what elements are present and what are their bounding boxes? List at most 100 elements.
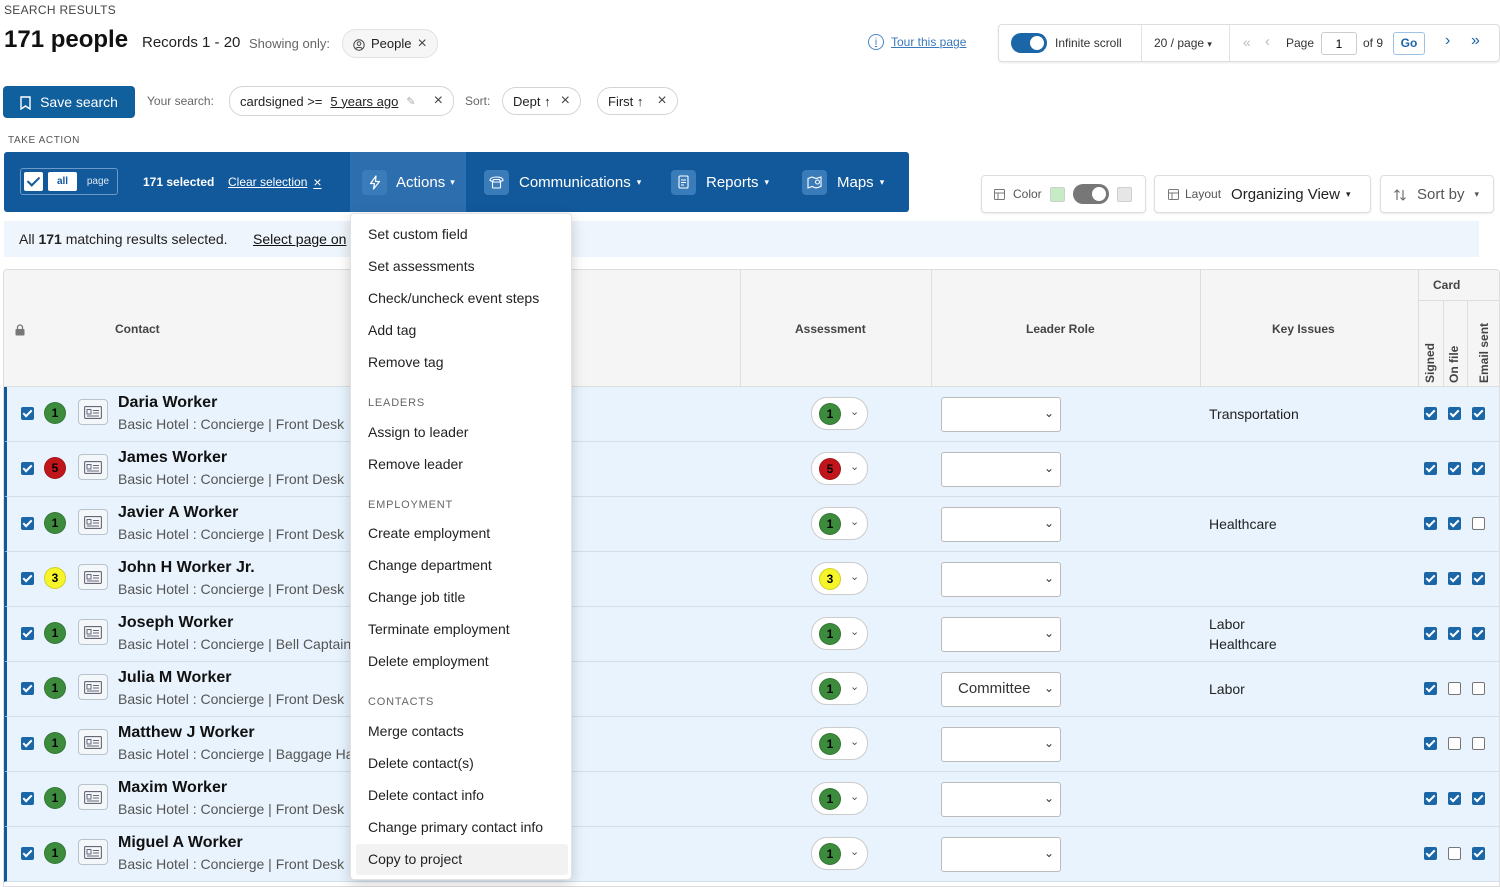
contact-card-icon[interactable] bbox=[78, 619, 108, 645]
contact-card-icon[interactable] bbox=[78, 509, 108, 535]
leader-role-select[interactable]: ⌄ bbox=[941, 782, 1061, 817]
menu-item-terminate-employment[interactable]: Terminate employment bbox=[368, 621, 510, 637]
remove-filter-icon[interactable]: × bbox=[417, 34, 427, 52]
table-row[interactable]: 1 Julia M Worker Basic Hotel : Concierge |… bbox=[4, 662, 1499, 717]
assessment-select[interactable]: 3 ⌄ bbox=[811, 562, 868, 595]
card-email-sent-checkbox[interactable] bbox=[1472, 572, 1485, 585]
card-signed-checkbox[interactable] bbox=[1424, 847, 1437, 860]
infinite-scroll-toggle[interactable] bbox=[1011, 33, 1047, 53]
card-signed-checkbox[interactable] bbox=[1424, 572, 1437, 585]
menu-item-set-assessments[interactable]: Set assessments bbox=[368, 258, 475, 274]
table-row[interactable]: 1 Joseph Worker Basic Hotel : Concierge | … bbox=[4, 607, 1499, 662]
card-email-sent-checkbox[interactable] bbox=[1472, 792, 1485, 805]
row-select-checkbox[interactable] bbox=[21, 847, 34, 860]
menu-item-assign-leader[interactable]: Assign to leader bbox=[368, 424, 469, 440]
row-select-checkbox[interactable] bbox=[21, 517, 34, 530]
row-select-checkbox[interactable] bbox=[21, 462, 34, 475]
contact-header[interactable]: Contact bbox=[115, 322, 160, 336]
table-row[interactable]: 3 John H Worker Jr. Basic Hotel : Concierg… bbox=[4, 552, 1499, 607]
table-row[interactable]: 1 Maxim Worker Basic Hotel : Concierge | F… bbox=[4, 772, 1499, 827]
card-email-sent-checkbox[interactable] bbox=[1472, 847, 1485, 860]
table-row[interactable]: 5 James Worker Basic Hotel : Concierge | F… bbox=[4, 442, 1499, 497]
scope-all-toggle[interactable]: all bbox=[48, 172, 77, 191]
contact-name[interactable]: Maxim Worker bbox=[118, 779, 228, 796]
tour-page-link[interactable]: i Tour this page bbox=[868, 34, 966, 50]
menu-item-change-primary-contact[interactable]: Change primary contact info bbox=[368, 819, 544, 835]
menu-item-merge-contacts[interactable]: Merge contacts bbox=[368, 723, 464, 739]
leader-role-select[interactable]: ⌄ bbox=[941, 617, 1061, 652]
table-row[interactable]: 1 Miguel A Worker Basic Hotel : Concierge … bbox=[4, 827, 1499, 882]
row-select-checkbox[interactable] bbox=[21, 737, 34, 750]
assessment-select[interactable]: 5 ⌄ bbox=[811, 452, 868, 485]
table-row[interactable]: 1 Matthew J Worker Basic Hotel : Concierge… bbox=[4, 717, 1499, 772]
signed-header[interactable]: Signed bbox=[1423, 342, 1437, 383]
card-signed-checkbox[interactable] bbox=[1424, 517, 1437, 530]
row-select-checkbox[interactable] bbox=[21, 407, 34, 420]
last-page-icon[interactable]: » bbox=[1471, 32, 1480, 49]
contact-name[interactable]: Julia M Worker bbox=[118, 669, 232, 686]
card-signed-checkbox[interactable] bbox=[1424, 737, 1437, 750]
leader-role-select[interactable]: ⌄ bbox=[941, 452, 1061, 487]
search-criteria-chip[interactable]: cardsigned >= 5 years ago ✎ × bbox=[229, 86, 454, 116]
criteria-value[interactable]: 5 years ago bbox=[330, 93, 399, 109]
layout-select[interactable]: Layout Organizing View ▾ bbox=[1154, 175, 1371, 213]
remove-sort-icon[interactable]: × bbox=[657, 92, 667, 109]
key-issues-header[interactable]: Key Issues bbox=[1272, 322, 1335, 336]
reports-menu[interactable]: Reports ▾ bbox=[671, 152, 769, 212]
card-on-file-checkbox[interactable] bbox=[1448, 847, 1461, 860]
assessment-select[interactable]: 1 ⌄ bbox=[811, 727, 868, 760]
assessment-select[interactable]: 1 ⌄ bbox=[811, 672, 868, 705]
contact-card-icon[interactable] bbox=[78, 784, 108, 810]
contact-name[interactable]: Miguel A Worker bbox=[118, 834, 243, 851]
menu-item-remove-tag[interactable]: Remove tag bbox=[368, 354, 444, 370]
scope-page-toggle[interactable]: page bbox=[86, 176, 110, 187]
leader-role-select[interactable]: Committee ⌄ bbox=[941, 672, 1061, 707]
menu-item-add-tag[interactable]: Add tag bbox=[368, 322, 417, 338]
menu-item-change-job-title[interactable]: Change job title bbox=[368, 589, 466, 605]
card-email-sent-checkbox[interactable] bbox=[1472, 407, 1485, 420]
people-filter-chip[interactable]: People × bbox=[342, 29, 438, 58]
menu-item-set-custom-field[interactable]: Set custom field bbox=[368, 226, 468, 242]
menu-item-delete-employment[interactable]: Delete employment bbox=[368, 653, 489, 669]
card-on-file-checkbox[interactable] bbox=[1448, 572, 1461, 585]
card-signed-checkbox[interactable] bbox=[1424, 462, 1437, 475]
contact-name[interactable]: Daria Worker bbox=[118, 394, 218, 411]
assessment-select[interactable]: 1 ⌄ bbox=[811, 837, 868, 870]
contact-card-icon[interactable] bbox=[78, 729, 108, 755]
select-page-only-link[interactable]: Select page on bbox=[253, 231, 347, 247]
sort-chip-first[interactable]: First ↑ × bbox=[597, 87, 678, 115]
card-email-sent-checkbox[interactable] bbox=[1472, 627, 1485, 640]
next-page-icon[interactable]: › bbox=[1445, 32, 1451, 49]
contact-name[interactable]: Javier A Worker bbox=[118, 504, 239, 521]
contact-name[interactable]: John H Worker Jr. bbox=[118, 559, 255, 576]
save-search-button[interactable]: Save search bbox=[3, 86, 135, 118]
contact-card-icon[interactable] bbox=[78, 674, 108, 700]
sort-by-select[interactable]: Sort by ▾ bbox=[1380, 175, 1494, 213]
card-signed-checkbox[interactable] bbox=[1424, 792, 1437, 805]
remove-criteria-icon[interactable]: × bbox=[433, 92, 443, 109]
leader-role-select[interactable]: ⌄ bbox=[941, 397, 1061, 432]
menu-item-copy-to-project[interactable]: Copy to project bbox=[368, 851, 463, 867]
menu-item-change-department[interactable]: Change department bbox=[368, 557, 492, 573]
communications-menu[interactable]: Communications ▾ bbox=[484, 152, 641, 212]
maps-menu[interactable]: Maps ▾ bbox=[802, 152, 884, 212]
page-number-input[interactable] bbox=[1321, 32, 1357, 55]
card-email-sent-checkbox[interactable] bbox=[1472, 737, 1485, 750]
row-select-checkbox[interactable] bbox=[21, 572, 34, 585]
assessment-select[interactable]: 1 ⌄ bbox=[811, 617, 868, 650]
contact-card-icon[interactable] bbox=[78, 839, 108, 865]
color-toggle[interactable] bbox=[1072, 184, 1109, 204]
assessment-header[interactable]: Assessment bbox=[795, 322, 866, 336]
remove-sort-icon[interactable]: × bbox=[560, 92, 570, 109]
actions-menu[interactable]: Actions ▾ bbox=[350, 152, 466, 212]
contact-card-icon[interactable] bbox=[78, 564, 108, 590]
email-sent-header[interactable]: Email sent bbox=[1477, 322, 1491, 383]
pencil-icon[interactable]: ✎ bbox=[406, 95, 416, 108]
card-signed-checkbox[interactable] bbox=[1424, 682, 1437, 695]
card-on-file-checkbox[interactable] bbox=[1448, 407, 1461, 420]
leader-role-select[interactable]: ⌄ bbox=[941, 562, 1061, 597]
contact-card-icon[interactable] bbox=[78, 454, 108, 480]
menu-item-remove-leader[interactable]: Remove leader bbox=[368, 456, 463, 472]
card-on-file-checkbox[interactable] bbox=[1448, 462, 1461, 475]
per-page-select[interactable]: 20 / page ▾ bbox=[1154, 36, 1212, 50]
